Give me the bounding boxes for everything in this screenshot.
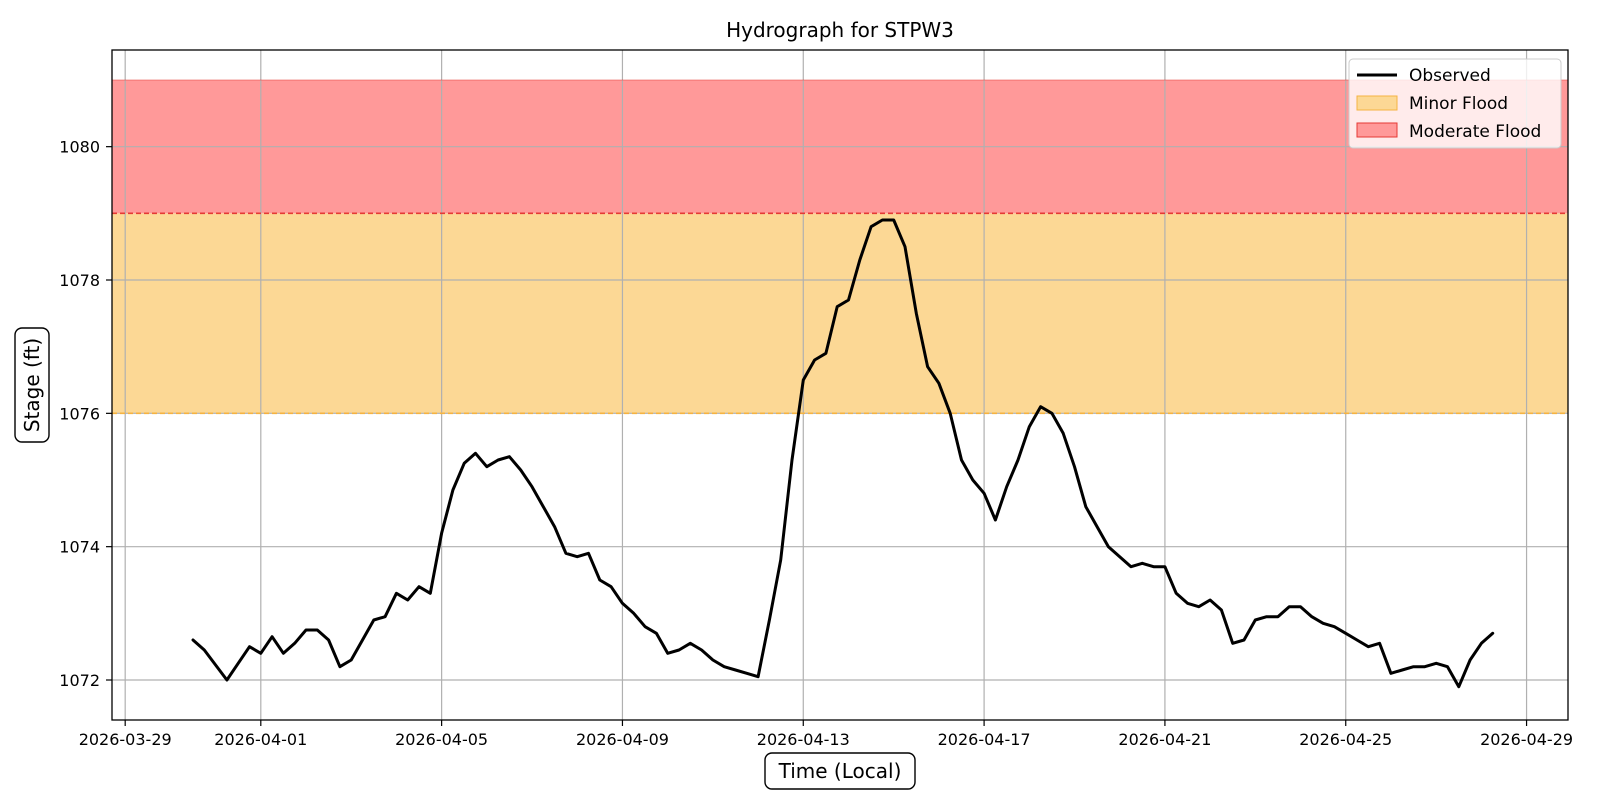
axis-ticks: 2026-03-29 2026-04-01 2026-04-05 2026-04-09… <box>59 138 1573 749</box>
x-tick-label: 2026-04-01 <box>214 730 307 749</box>
y-axis-title: Stage (ft) <box>14 327 50 443</box>
y-tick-label: 1078 <box>59 271 100 290</box>
legend-box <box>1348 58 1562 149</box>
x-tick-label: 2026-03-29 <box>79 730 172 749</box>
legend-label-moderate-flood: Moderate Flood <box>1409 122 1541 142</box>
legend-swatch-minor-flood <box>1356 95 1398 111</box>
legend-label-observed: Observed <box>1409 66 1491 86</box>
plot-frame <box>111 49 1569 721</box>
x-axis-title: Time (Local) <box>764 752 916 790</box>
y-axis-title-box <box>14 327 50 443</box>
y-tick-label: 1072 <box>59 671 100 690</box>
chart-title: Hydrograph for STPW3 <box>726 18 954 42</box>
x-tick-label: 2026-04-25 <box>1299 730 1392 749</box>
x-tick-label: 2026-04-13 <box>757 730 850 749</box>
x-axis-label: Time (Local) <box>778 759 902 783</box>
x-tick-label: 2026-04-05 <box>395 730 488 749</box>
x-tick-label: 2026-04-21 <box>1118 730 1211 749</box>
legend: Observed Minor Flood Moderate Flood <box>1348 58 1562 149</box>
x-tick-label: 2026-04-17 <box>938 730 1031 749</box>
legend-swatch-moderate-flood <box>1356 122 1398 138</box>
x-tick-label: 2026-04-09 <box>576 730 669 749</box>
x-tick-label: 2026-04-29 <box>1480 730 1573 749</box>
threshold-lines <box>112 79 1568 415</box>
y-tick-label: 1080 <box>59 138 100 157</box>
y-tick-label: 1074 <box>59 538 100 557</box>
y-tick-label: 1076 <box>59 404 100 423</box>
series-layer <box>191 218 1495 689</box>
legend-label-minor-flood: Minor Flood <box>1409 94 1508 114</box>
x-axis-title-box <box>764 752 916 790</box>
minor-flood-band <box>112 213 1568 414</box>
y-axis-label: Stage (ft) <box>20 338 44 432</box>
observed-series-line <box>191 218 1495 689</box>
